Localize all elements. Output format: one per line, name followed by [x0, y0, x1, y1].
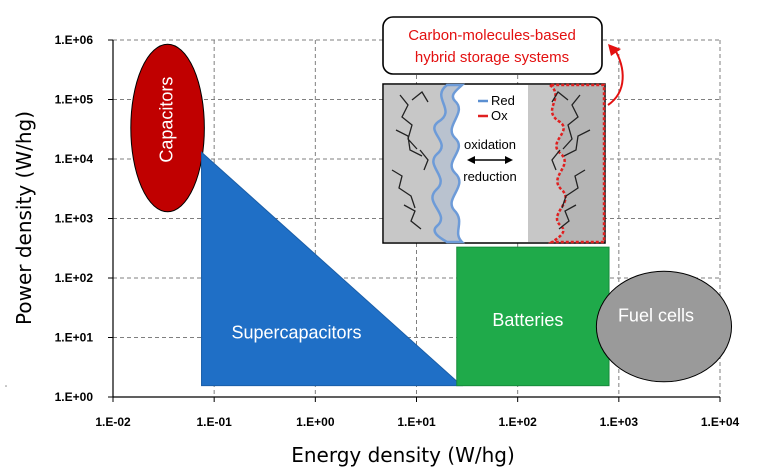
callout-line-1: Carbon-molecules-based	[408, 27, 576, 44]
inset-oxidation-label: oxidation	[464, 137, 516, 152]
x-tick-label: 1.E+04	[701, 415, 740, 429]
y-tick-label: 1.E+06	[55, 33, 94, 47]
inset-arrowhead-left-icon	[467, 156, 475, 164]
tick-labels: 1.E-02 1.E-01 1.E+00 1.E+01 1.E+02 1.E+03 1.E+…	[55, 33, 740, 429]
stray-dot	[5, 385, 7, 387]
inset-right-red-coating	[546, 83, 606, 244]
inset-left-blue-coating	[431, 83, 466, 244]
inset-left-carbon-strands	[391, 91, 429, 230]
y-tick-label: 1.E+01	[55, 331, 94, 345]
region-label-capacitors: Capacitors	[156, 77, 176, 163]
hybrid-storage-callout: Carbon-molecules-based hybrid storage sy…	[382, 16, 624, 106]
x-axis-title: Energy density (W/hg)	[291, 443, 515, 467]
inset-arrowhead-right-icon	[505, 156, 513, 164]
region-label-batteries: Batteries	[492, 310, 563, 330]
x-tick-label: 1.E+00	[296, 415, 335, 429]
y-tick-label: 1.E+04	[55, 152, 94, 166]
callout-line-2: hybrid storage systems	[415, 49, 569, 66]
y-tick-label: 1.E+00	[55, 390, 94, 404]
x-tick-label: 1.E+02	[498, 415, 537, 429]
y-tick-label: 1.E+03	[55, 212, 94, 226]
inset-reduction-label: reduction	[463, 169, 516, 184]
region-capacitors	[130, 43, 205, 213]
regions: Capacitors Supercapacitors Batteries Fuel c…	[130, 43, 733, 387]
y-axis-title: Power density (W/hg)	[12, 111, 36, 325]
x-tick-label: 1.E-02	[95, 415, 131, 429]
region-batteries	[456, 246, 610, 387]
callout-arrowhead-icon	[608, 44, 621, 56]
axes	[108, 39, 721, 402]
region-fuel-cells	[595, 270, 733, 383]
region-supercapacitors	[201, 151, 464, 387]
y-tick-label: 1.E+05	[55, 93, 94, 107]
region-label-fuel-cells: Fuel cells	[618, 305, 694, 325]
x-tick-label: 1.E-01	[196, 415, 232, 429]
inset-right-carbon-strands	[551, 91, 591, 230]
redox-inset: Red Ox oxidation reduction	[382, 83, 606, 244]
x-tick-label: 1.E+03	[600, 415, 639, 429]
callout-arrow-icon	[607, 47, 624, 106]
x-tick-label: 1.E+01	[397, 415, 436, 429]
inset-legend-ox-label: Ox	[491, 108, 508, 123]
y-tick-label: 1.E+02	[55, 271, 94, 285]
region-label-supercapacitors: Supercapacitors	[231, 322, 361, 342]
inset-legend-red-label: Red	[491, 93, 515, 108]
callout-box	[382, 16, 603, 75]
